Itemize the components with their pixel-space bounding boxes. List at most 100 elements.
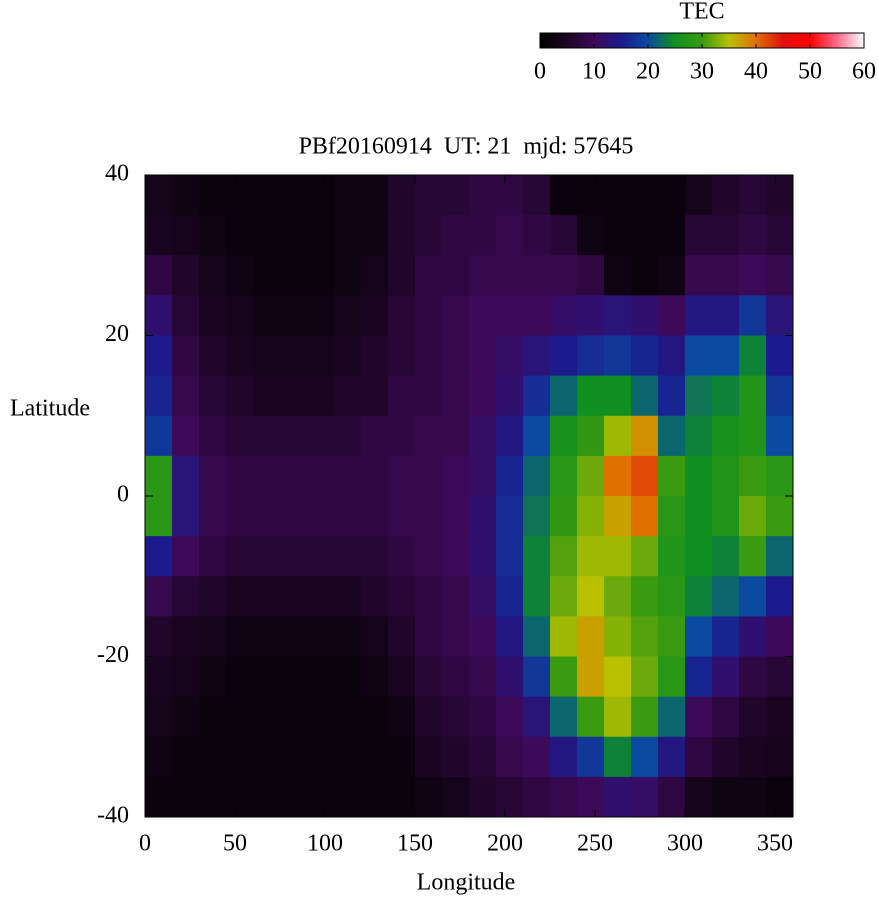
heatmap-cell	[388, 576, 416, 617]
heatmap-cell	[172, 576, 200, 617]
heatmap-cell	[334, 656, 362, 698]
heatmap-cell	[712, 656, 740, 698]
heatmap-cell	[469, 696, 497, 738]
heatmap-cell	[739, 175, 767, 216]
heatmap-cell	[469, 455, 497, 497]
heatmap-cell	[523, 736, 551, 778]
heatmap-cell	[658, 415, 686, 457]
heatmap-cell	[577, 455, 605, 497]
heatmap-cell	[280, 215, 308, 256]
heatmap-cell	[604, 255, 632, 296]
heatmap-cell	[253, 415, 281, 457]
heatmap-cell	[307, 736, 335, 778]
x-tick-label: 100	[307, 831, 343, 857]
heatmap-cell	[766, 415, 794, 457]
heatmap-cell	[523, 616, 551, 657]
heatmap-cell	[307, 415, 335, 457]
heatmap-cell	[253, 776, 281, 818]
heatmap-cell	[280, 415, 308, 457]
heatmap-cell	[523, 375, 551, 417]
heatmap-cell	[253, 255, 281, 296]
heatmap-cell	[307, 616, 335, 657]
heatmap-cell	[334, 776, 362, 818]
heatmap-cell	[631, 215, 659, 256]
heatmap-cell	[361, 255, 389, 296]
heatmap-cell	[631, 696, 659, 738]
heatmap-cell	[253, 375, 281, 417]
heatmap-cell	[361, 215, 389, 256]
heatmap-cell	[739, 255, 767, 296]
heatmap-cell	[658, 656, 686, 698]
heatmap-cell	[496, 255, 524, 296]
heatmap-cell	[442, 536, 470, 577]
chart-title: PBf20160914 UT: 21 mjd: 57645	[299, 134, 634, 160]
heatmap-cell	[604, 215, 632, 256]
heatmap-cell	[712, 455, 740, 497]
heatmap-cell	[442, 255, 470, 296]
colorbar-tick-label: 10	[582, 59, 606, 85]
heatmap-cell	[361, 576, 389, 617]
heatmap-cell	[658, 616, 686, 657]
heatmap-cell	[253, 215, 281, 256]
heatmap-cell	[145, 496, 173, 537]
heatmap-cell	[415, 335, 443, 377]
heatmap-cell	[145, 455, 173, 497]
heatmap-cell	[280, 536, 308, 577]
heatmap-cell	[226, 255, 254, 296]
heatmap-cell	[307, 175, 335, 216]
heatmap-cell	[334, 255, 362, 296]
heatmap-cell	[361, 696, 389, 738]
heatmap-cell	[307, 455, 335, 497]
heatmap-cell	[172, 496, 200, 537]
heatmap-cell	[523, 255, 551, 296]
heatmap-cell	[442, 696, 470, 738]
heatmap-cell	[253, 576, 281, 617]
heatmap-cell	[145, 415, 173, 457]
heatmap-cell	[496, 375, 524, 417]
heatmap-cell	[685, 335, 713, 377]
heatmap-cell	[469, 736, 497, 778]
colorbar-tick-label: 30	[690, 59, 714, 85]
heatmap-cell	[442, 335, 470, 377]
heatmap-cell	[550, 496, 578, 537]
heatmap-cell	[415, 415, 443, 457]
heatmap-cell	[496, 175, 524, 216]
heatmap-cell	[631, 776, 659, 818]
heatmap-cell	[442, 375, 470, 417]
heatmap-cell	[523, 696, 551, 738]
heatmap-cell	[361, 375, 389, 417]
heatmap-cell	[658, 335, 686, 377]
heatmap-cell	[415, 536, 443, 577]
heatmap-cell	[253, 496, 281, 537]
heatmap-cell	[361, 415, 389, 457]
heatmap-cell	[253, 175, 281, 216]
heatmap-cell	[199, 255, 227, 296]
heatmap-cell	[577, 496, 605, 537]
colorbar-title: TEC	[679, 0, 724, 25]
heatmap-cell	[685, 496, 713, 537]
heatmap-cell	[199, 576, 227, 617]
heatmap-cell	[712, 295, 740, 336]
heatmap-cell	[307, 335, 335, 377]
heatmap-cell	[307, 375, 335, 417]
heatmap-cell	[172, 736, 200, 778]
heatmap-cell	[199, 335, 227, 377]
heatmap-cell	[631, 616, 659, 657]
heatmap-cell	[361, 536, 389, 577]
heatmap-cell	[469, 656, 497, 698]
heatmap-cell	[172, 375, 200, 417]
heatmap-cell	[388, 696, 416, 738]
heatmap-cell	[766, 175, 794, 216]
heatmap-cell	[523, 576, 551, 617]
heatmap-cell	[739, 536, 767, 577]
heatmap-cell	[253, 335, 281, 377]
x-tick-label: 300	[667, 831, 703, 857]
heatmap-cell	[280, 375, 308, 417]
heatmap-cell	[334, 696, 362, 738]
heatmap-cell	[469, 616, 497, 657]
heatmap-cell	[388, 736, 416, 778]
heatmap-cell	[280, 455, 308, 497]
heatmap-cell	[523, 536, 551, 577]
heatmap-cell	[685, 255, 713, 296]
heatmap-cell	[712, 736, 740, 778]
